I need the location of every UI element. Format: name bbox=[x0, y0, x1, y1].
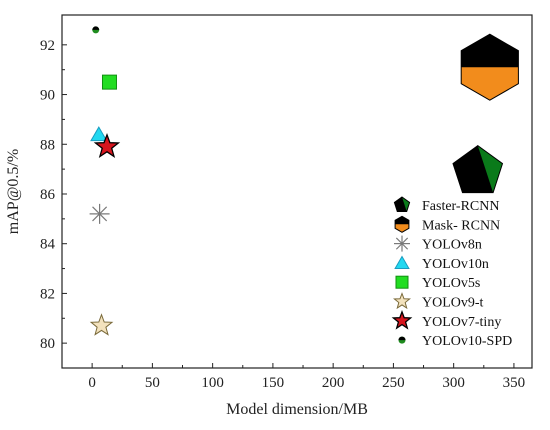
legend-marker-pentagon bbox=[393, 196, 411, 212]
legend-marker-star bbox=[391, 309, 413, 330]
legend-marker-triangle bbox=[394, 255, 410, 269]
point-star-outline bbox=[89, 313, 114, 336]
point-pentagon bbox=[452, 144, 504, 194]
legend-label: YOLOv8n bbox=[422, 238, 482, 253]
data-points bbox=[89, 26, 519, 336]
point-hexagon bbox=[460, 33, 519, 101]
legend-marker-circle bbox=[398, 336, 406, 344]
x-tick-label: 200 bbox=[322, 375, 345, 391]
legend-marker-star-outline bbox=[393, 292, 411, 310]
point-asterisk bbox=[89, 203, 110, 224]
y-tick-label: 90 bbox=[40, 88, 55, 104]
y-tick-label: 88 bbox=[40, 137, 55, 153]
x-tick-label: 50 bbox=[145, 375, 160, 391]
plot-frame bbox=[61, 14, 533, 369]
legend-marker-hexagon bbox=[394, 215, 410, 233]
x-tick-label: 250 bbox=[382, 375, 405, 391]
x-tick-label: 150 bbox=[262, 375, 285, 391]
legend-label: Faster-RCNN bbox=[422, 199, 500, 214]
legend-marker-asterisk bbox=[394, 235, 410, 252]
y-tick-label: 80 bbox=[40, 336, 55, 352]
y-tick-label: 92 bbox=[40, 38, 55, 54]
x-tick-label: 0 bbox=[88, 375, 96, 391]
x-tick-label: 300 bbox=[442, 375, 465, 391]
axes: 0 50 100 150 200 250 300 350 80 82 84 86 88 90 92 bbox=[40, 14, 533, 391]
legend-marker-square bbox=[395, 275, 409, 289]
x-tick-label: 350 bbox=[503, 375, 526, 391]
point-square bbox=[101, 74, 117, 90]
legend-label: YOLOv5s bbox=[422, 276, 480, 291]
x-tick-label: 100 bbox=[201, 375, 224, 391]
legend-label: YOLOv9-t bbox=[422, 296, 484, 311]
point-triangle bbox=[90, 126, 108, 142]
y-tick-label: 86 bbox=[40, 187, 56, 203]
point-circle bbox=[92, 26, 100, 34]
legend-label: YOLOv7-tiny bbox=[422, 315, 501, 330]
x-axis-title: Model dimension/MB bbox=[226, 401, 368, 418]
y-tick-label: 82 bbox=[40, 286, 55, 302]
legend: Faster-RCNN Mask- RCNN YOLOv8n YOLOv10n YOLO… bbox=[391, 196, 512, 349]
point-star bbox=[93, 132, 121, 159]
legend-label: YOLOv10-SPD bbox=[422, 334, 512, 349]
y-axis-title: mAP@0.5/% bbox=[5, 149, 22, 234]
legend-label: Mask- RCNN bbox=[422, 218, 500, 233]
y-tick-label: 84 bbox=[40, 237, 56, 253]
legend-label: YOLOv10n bbox=[422, 257, 489, 272]
